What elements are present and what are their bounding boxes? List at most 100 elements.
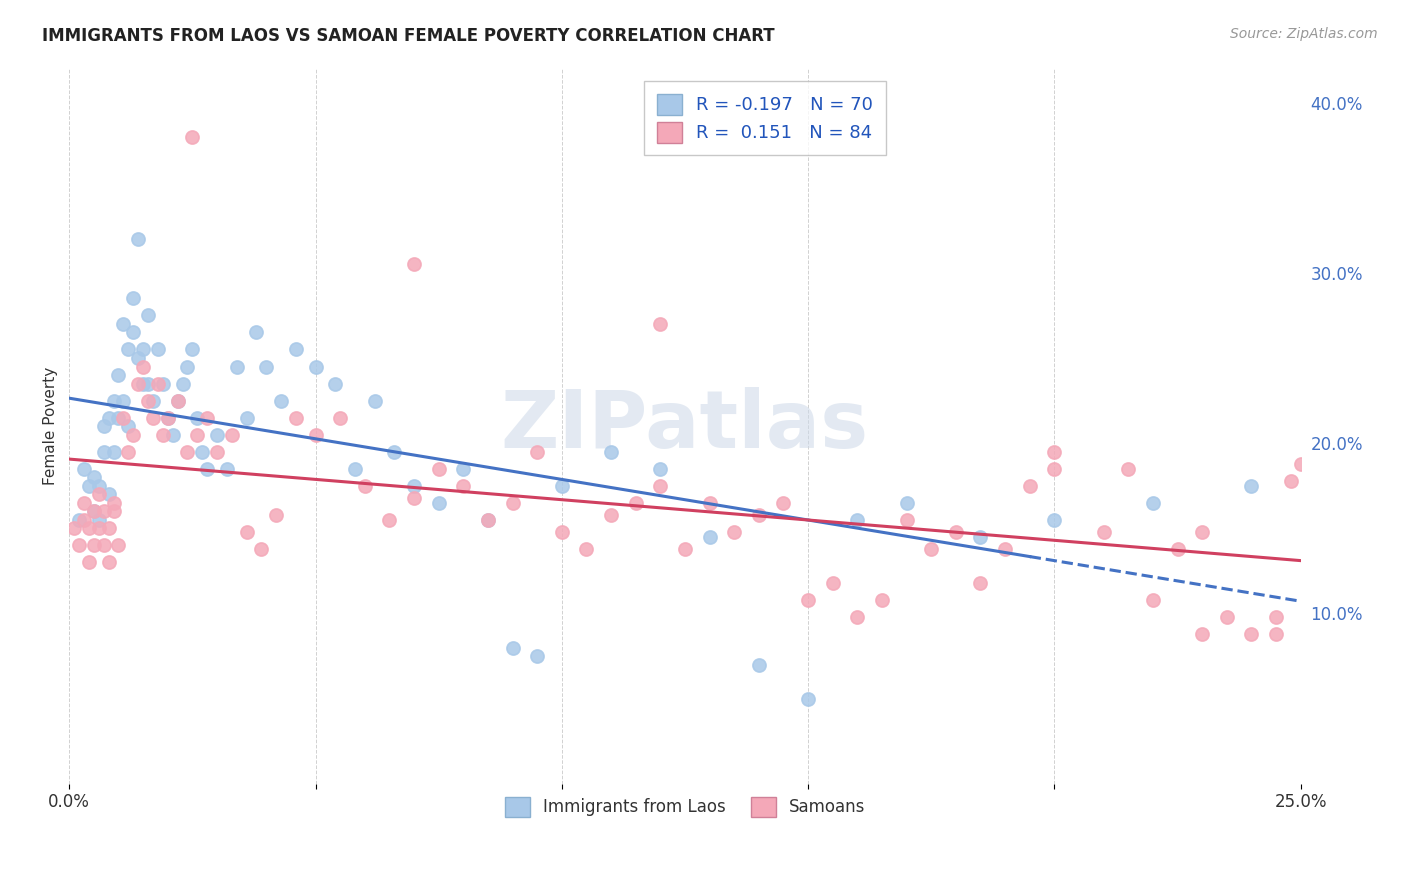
Point — [181, 129, 204, 144]
Point — [353, 479, 375, 493]
Point — [117, 343, 139, 357]
Point — [551, 524, 574, 539]
Point — [186, 427, 208, 442]
Point — [93, 419, 115, 434]
Point — [245, 326, 267, 340]
Point — [329, 410, 352, 425]
Point — [870, 592, 893, 607]
Point — [152, 427, 174, 442]
Point — [650, 479, 672, 493]
Point — [748, 657, 770, 672]
Text: ZIPatlas: ZIPatlas — [501, 387, 869, 465]
Point — [112, 410, 135, 425]
Point — [146, 343, 169, 357]
Point — [103, 504, 125, 518]
Point — [87, 513, 110, 527]
Point — [1043, 444, 1066, 458]
Point — [107, 538, 129, 552]
Point — [205, 444, 228, 458]
Point — [284, 343, 307, 357]
Point — [1240, 479, 1263, 493]
Point — [112, 393, 135, 408]
Point — [67, 538, 90, 552]
Point — [172, 376, 194, 391]
Point — [97, 410, 120, 425]
Point — [343, 461, 366, 475]
Point — [1289, 457, 1312, 471]
Point — [132, 359, 155, 374]
Point — [600, 444, 623, 458]
Point — [502, 496, 524, 510]
Point — [846, 513, 869, 527]
Point — [235, 410, 257, 425]
Point — [176, 359, 198, 374]
Point — [699, 496, 721, 510]
Point — [1043, 513, 1066, 527]
Point — [83, 504, 105, 518]
Point — [427, 496, 450, 510]
Point — [673, 541, 696, 556]
Point — [969, 530, 991, 544]
Point — [1191, 627, 1213, 641]
Point — [1043, 461, 1066, 475]
Point — [107, 368, 129, 382]
Point — [264, 508, 287, 522]
Point — [575, 541, 598, 556]
Text: Source: ZipAtlas.com: Source: ZipAtlas.com — [1230, 27, 1378, 41]
Point — [127, 351, 149, 365]
Point — [1265, 610, 1288, 624]
Point — [250, 541, 273, 556]
Point — [132, 343, 155, 357]
Point — [73, 496, 96, 510]
Point — [225, 359, 247, 374]
Y-axis label: Female Poverty: Female Poverty — [44, 367, 58, 485]
Point — [477, 513, 499, 527]
Point — [402, 479, 425, 493]
Point — [191, 444, 214, 458]
Point — [156, 410, 179, 425]
Point — [1116, 461, 1139, 475]
Point — [83, 470, 105, 484]
Point — [363, 393, 385, 408]
Point — [304, 359, 326, 374]
Point — [821, 575, 844, 590]
Point — [1265, 627, 1288, 641]
Point — [127, 376, 149, 391]
Point — [969, 575, 991, 590]
Point — [477, 513, 499, 527]
Point — [97, 521, 120, 535]
Point — [1166, 541, 1188, 556]
Point — [146, 376, 169, 391]
Point — [117, 419, 139, 434]
Point — [221, 427, 243, 442]
Point — [136, 376, 159, 391]
Point — [254, 359, 277, 374]
Point — [103, 444, 125, 458]
Point — [284, 410, 307, 425]
Point — [945, 524, 967, 539]
Point — [846, 610, 869, 624]
Point — [205, 427, 228, 442]
Point — [270, 393, 292, 408]
Point — [87, 521, 110, 535]
Point — [215, 461, 238, 475]
Legend: Immigrants from Laos, Samoans: Immigrants from Laos, Samoans — [496, 789, 873, 825]
Point — [453, 479, 475, 493]
Point — [112, 317, 135, 331]
Point — [77, 521, 100, 535]
Point — [1092, 524, 1115, 539]
Point — [136, 309, 159, 323]
Point — [402, 257, 425, 271]
Point — [73, 513, 96, 527]
Point — [93, 444, 115, 458]
Point — [122, 427, 145, 442]
Point — [77, 555, 100, 569]
Point — [723, 524, 745, 539]
Point — [699, 530, 721, 544]
Point — [103, 393, 125, 408]
Point — [97, 487, 120, 501]
Point — [1191, 524, 1213, 539]
Point — [235, 524, 257, 539]
Point — [748, 508, 770, 522]
Point — [624, 496, 647, 510]
